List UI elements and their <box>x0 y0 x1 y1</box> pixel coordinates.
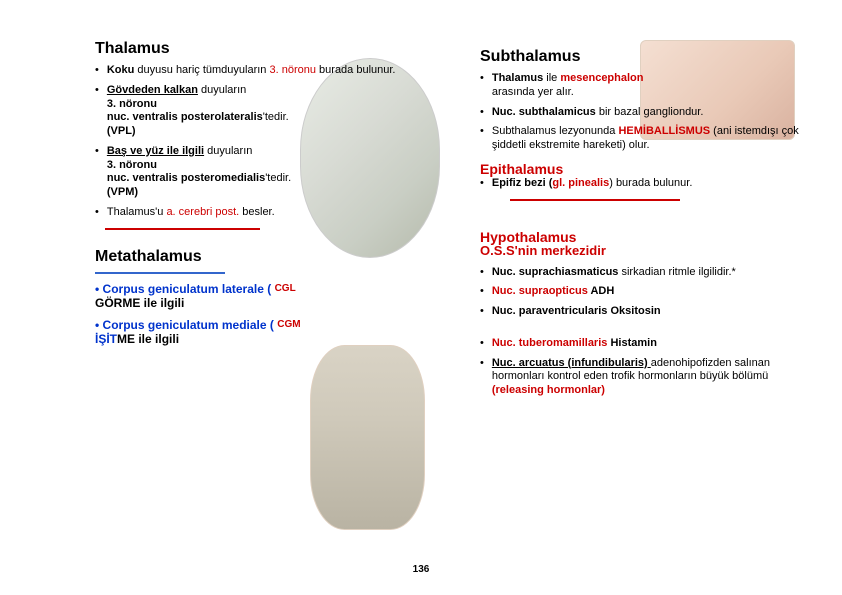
thalamus-bullet-4: Thalamus'u a. cerebri post. besler. <box>95 206 405 220</box>
thalamus-list: Koku duyusu hariç tümduyuların 3. nöronu… <box>95 64 405 220</box>
hypo-bullet-5: Nuc. arcuatus (infundibularis) adenohipo… <box>480 357 800 398</box>
epithalamus-list: Epifiz bezi (gl. pinealis) burada bulunu… <box>480 177 800 191</box>
metathalamus-heading: Metathalamus <box>95 248 405 266</box>
hypo-bullet-1: Nuc. suprachiasmaticus sirkadian ritmle … <box>480 266 800 280</box>
hypothalamus-list-2: Nuc. tuberomamillaris Histamin Nuc. arcu… <box>480 337 800 398</box>
divider-red-right <box>510 199 680 201</box>
thalamus-bullet-3: Baş ve yüz ile ilgili duyuların 3. nöron… <box>95 145 405 200</box>
sub-bullet-1: Thalamus ile mesencephalon arasında yer … <box>480 72 800 100</box>
hypo-bullet-3: Nuc. paraventricularis Oksitosin <box>480 305 800 319</box>
hypo-bullet-2: Nuc. supraopticus ADH <box>480 285 800 299</box>
gorme-line: GÖRME ile ilgili <box>95 296 405 310</box>
cgl-line: • Corpus geniculatum laterale ( CGL <box>95 282 405 296</box>
thalamus-bullet-2: Gövdeden kalkan duyuların 3. nöronu nuc.… <box>95 84 405 139</box>
epi-bullet-1: Epifiz bezi (gl. pinealis) burada bulunu… <box>480 177 800 191</box>
subthalamus-list: Thalamus ile mesencephalon arasında yer … <box>480 72 800 153</box>
epithalamus-heading: Epithalamus <box>480 161 800 177</box>
sub-bullet-2: Nuc. subthalamicus bir bazal gangliondur… <box>480 106 800 120</box>
isitme-line: İŞİTME ile ilgili <box>95 332 405 346</box>
thalamus-bullet-1: Koku duyusu hariç tümduyuların 3. nöronu… <box>95 64 405 78</box>
cgm-line: • Corpus geniculatum mediale ( CGM <box>95 318 405 332</box>
brainstem-image <box>310 345 425 530</box>
divider-blue <box>95 272 225 274</box>
hypo-bullet-4: Nuc. tuberomamillaris Histamin <box>480 337 800 351</box>
hypothalamus-list-1: Nuc. suprachiasmaticus sirkadian ritmle … <box>480 266 800 319</box>
divider-red-left <box>105 228 260 230</box>
hypothalamus-subtitle: O.S.S'nin merkezidir <box>480 243 800 258</box>
sub-bullet-3: Subthalamus lezyonunda HEMİBALLİSMUS (an… <box>480 125 800 153</box>
subthalamus-heading: Subthalamus <box>480 48 800 66</box>
thalamus-heading: Thalamus <box>95 40 405 58</box>
page-number: 136 <box>0 564 842 575</box>
